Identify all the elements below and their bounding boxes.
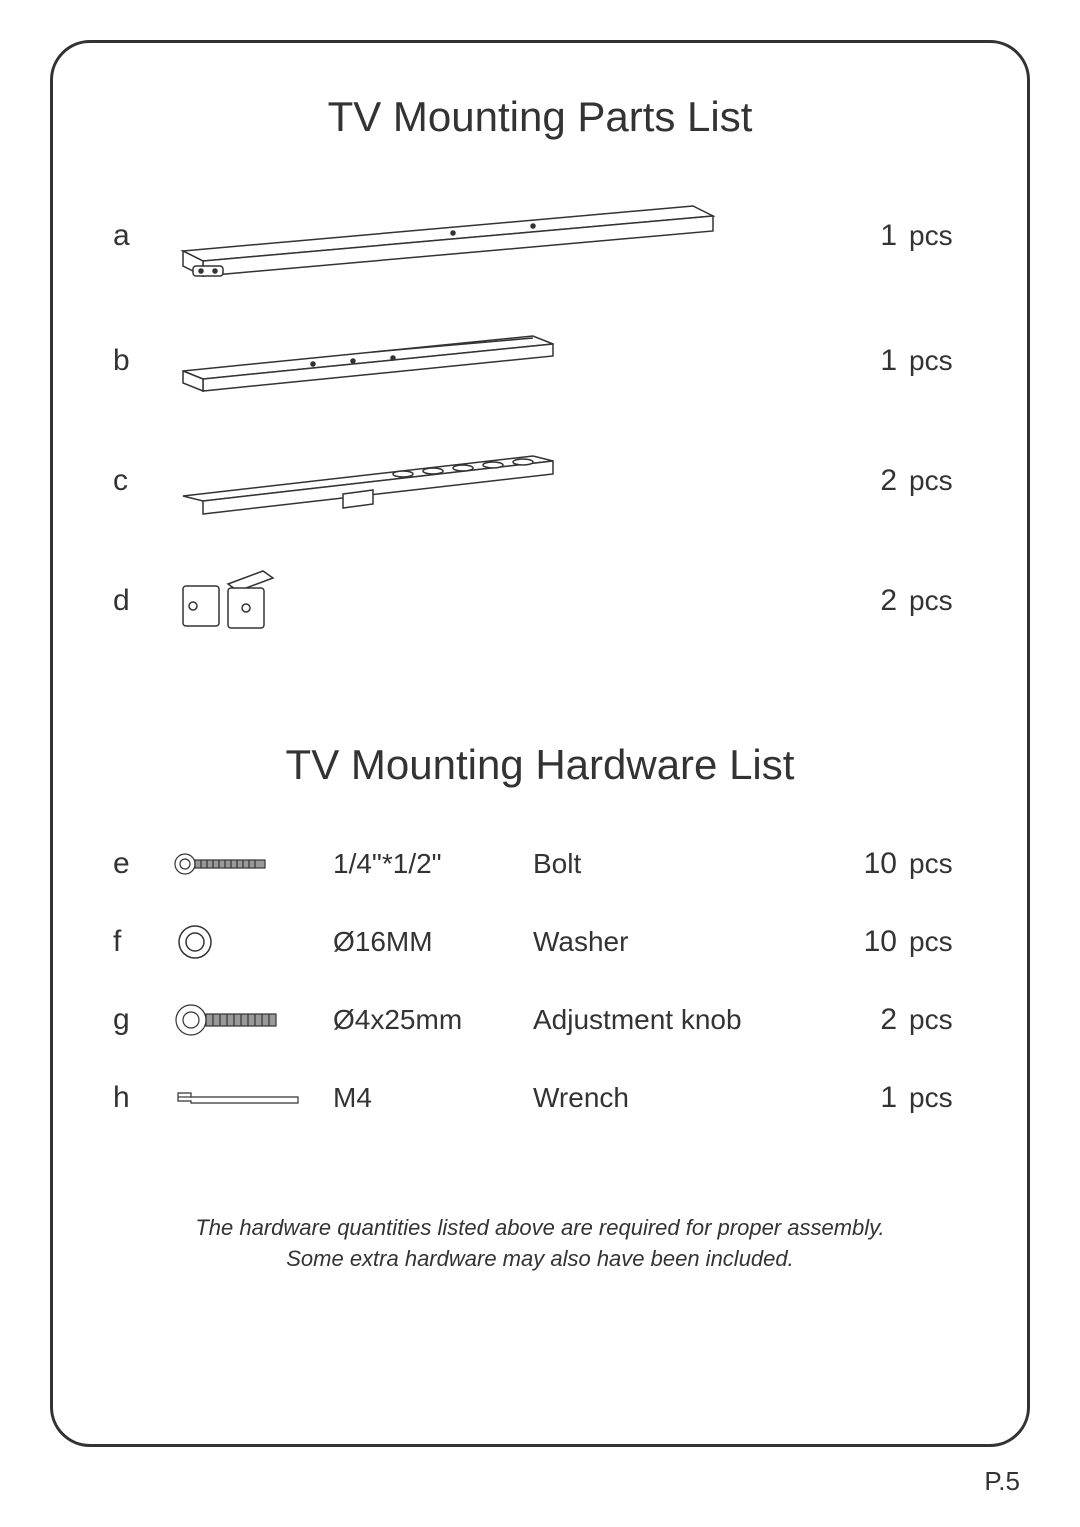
footnote: The hardware quantities listed above are… <box>113 1213 967 1275</box>
hardware-row: g Ø4x25mm Adjustme <box>113 995 967 1045</box>
hw-e-image <box>173 849 333 879</box>
page-frame: TV Mounting Parts List a 1 pcs <box>50 40 1030 1447</box>
hw-qty: 1 <box>837 1081 897 1115</box>
hw-qty: 2 <box>837 1003 897 1037</box>
parts-row: b 1 pcs <box>113 321 967 401</box>
hardware-row: f Ø16MM Washer 10 pcs <box>113 917 967 967</box>
hw-label: f <box>113 925 173 959</box>
hw-label: h <box>113 1081 173 1115</box>
part-unit: pcs <box>897 465 967 497</box>
hw-spec: Ø4x25mm <box>333 1004 533 1036</box>
hw-label: e <box>113 847 173 881</box>
page-number: P.5 <box>984 1466 1020 1497</box>
hw-spec: M4 <box>333 1082 533 1114</box>
hw-unit: pcs <box>897 1004 967 1036</box>
part-label: a <box>113 219 173 253</box>
hw-spec: 1/4"*1/2" <box>333 848 533 880</box>
hw-qty: 10 <box>837 847 897 881</box>
hw-spec: Ø16MM <box>333 926 533 958</box>
part-unit: pcs <box>897 220 967 252</box>
footnote-line2: Some extra hardware may also have been i… <box>286 1246 794 1271</box>
part-a-image <box>173 191 837 281</box>
part-qty: 2 <box>837 584 897 618</box>
hw-qty: 10 <box>837 925 897 959</box>
part-unit: pcs <box>897 345 967 377</box>
part-c-image <box>173 446 837 516</box>
hw-name: Wrench <box>533 1082 837 1114</box>
hw-g-image <box>173 1000 333 1040</box>
part-d-image <box>173 566 837 636</box>
hw-name: Bolt <box>533 848 837 880</box>
hw-unit: pcs <box>897 926 967 958</box>
part-label: c <box>113 464 173 498</box>
hw-unit: pcs <box>897 848 967 880</box>
part-qty: 2 <box>837 464 897 498</box>
hw-h-image <box>173 1083 333 1113</box>
footnote-line1: The hardware quantities listed above are… <box>195 1215 884 1240</box>
part-qty: 1 <box>837 344 897 378</box>
hw-f-image <box>173 922 333 962</box>
part-label: b <box>113 344 173 378</box>
part-unit: pcs <box>897 585 967 617</box>
part-qty: 1 <box>837 219 897 253</box>
parts-row: a 1 pcs <box>113 191 967 281</box>
parts-title: TV Mounting Parts List <box>113 93 967 141</box>
part-label: d <box>113 584 173 618</box>
part-b-image <box>173 326 837 396</box>
hardware-row: e <box>113 839 967 889</box>
hw-name: Washer <box>533 926 837 958</box>
hw-unit: pcs <box>897 1082 967 1114</box>
parts-row: d 2 pcs <box>113 561 967 641</box>
hw-name: Adjustment knob <box>533 1004 837 1036</box>
hardware-row: h M4 Wrench 1 pcs <box>113 1073 967 1123</box>
hw-label: g <box>113 1003 173 1037</box>
parts-row: c 2 pcs <box>113 441 967 521</box>
hardware-title: TV Mounting Hardware List <box>113 741 967 789</box>
